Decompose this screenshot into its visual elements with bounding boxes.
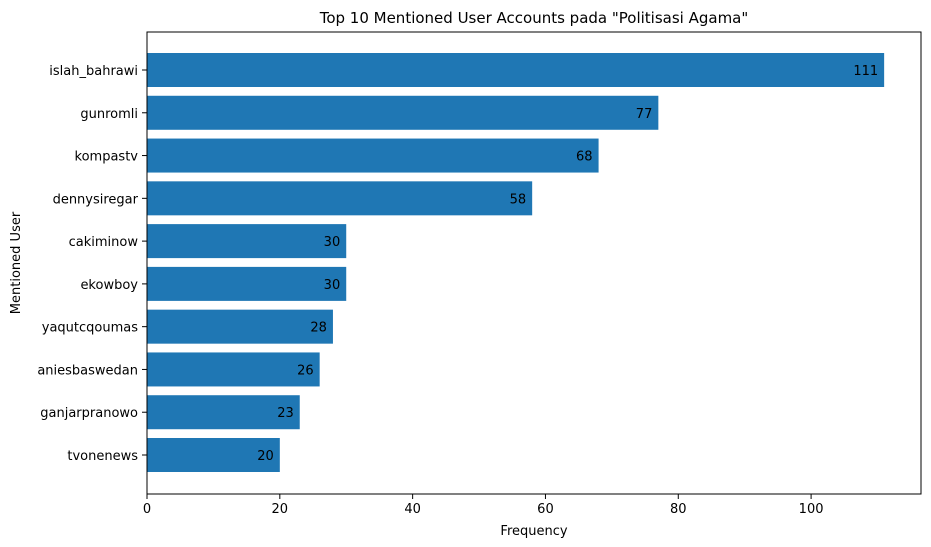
bar [147, 352, 320, 387]
x-tick-label: 40 [404, 502, 421, 517]
bar [147, 438, 280, 472]
x-tick-label: 100 [799, 502, 824, 517]
bar [147, 224, 347, 259]
bar [147, 95, 659, 130]
bar-value-label: 28 [310, 321, 327, 336]
y-tick-label: gunromli [80, 107, 138, 122]
bar-value-label: 30 [324, 235, 341, 250]
plot-area: 111 islah_bahrawi 77 gunromli 68 kompastv 58 de… [37, 53, 885, 517]
bar-value-label: 20 [257, 449, 274, 464]
bar-value-label: 77 [636, 107, 653, 122]
y-tick-label: dennysiregar [53, 192, 139, 207]
bar-value-label: 68 [576, 150, 593, 165]
plot-frame [146, 31, 922, 495]
bar-value-label: 58 [510, 192, 527, 207]
x-tick-label: 0 [143, 502, 151, 517]
y-tick-label: yaqutcqoumas [42, 321, 138, 336]
bar-value-label: 23 [277, 406, 294, 421]
bar [147, 395, 300, 430]
bar-value-label: 30 [324, 278, 341, 293]
bar-value-label: 111 [853, 64, 878, 79]
x-tick-label: 80 [670, 502, 687, 517]
y-tick-label: cakiminow [69, 235, 139, 250]
y-tick-label: ekowboy [80, 278, 138, 293]
bar [147, 138, 599, 173]
y-tick-label: islah_bahrawi [49, 64, 138, 79]
bar [147, 181, 533, 216]
x-tick-label: 60 [537, 502, 554, 517]
x-axis-label: Frequency [500, 524, 567, 539]
y-tick-label: ganjarpranowo [40, 406, 138, 421]
x-tick-label: 20 [272, 502, 289, 517]
bar [147, 266, 347, 301]
y-tick-label: aniesbaswedan [37, 363, 138, 378]
bar [147, 53, 885, 87]
y-tick-label: tvonenews [67, 449, 138, 464]
chart-title: Top 10 Mentioned User Accounts pada "Pol… [319, 9, 749, 27]
bar [147, 309, 333, 344]
bar-value-label: 26 [297, 363, 314, 378]
y-axis-label: Mentioned User [9, 211, 24, 314]
y-tick-label: kompastv [75, 150, 139, 165]
